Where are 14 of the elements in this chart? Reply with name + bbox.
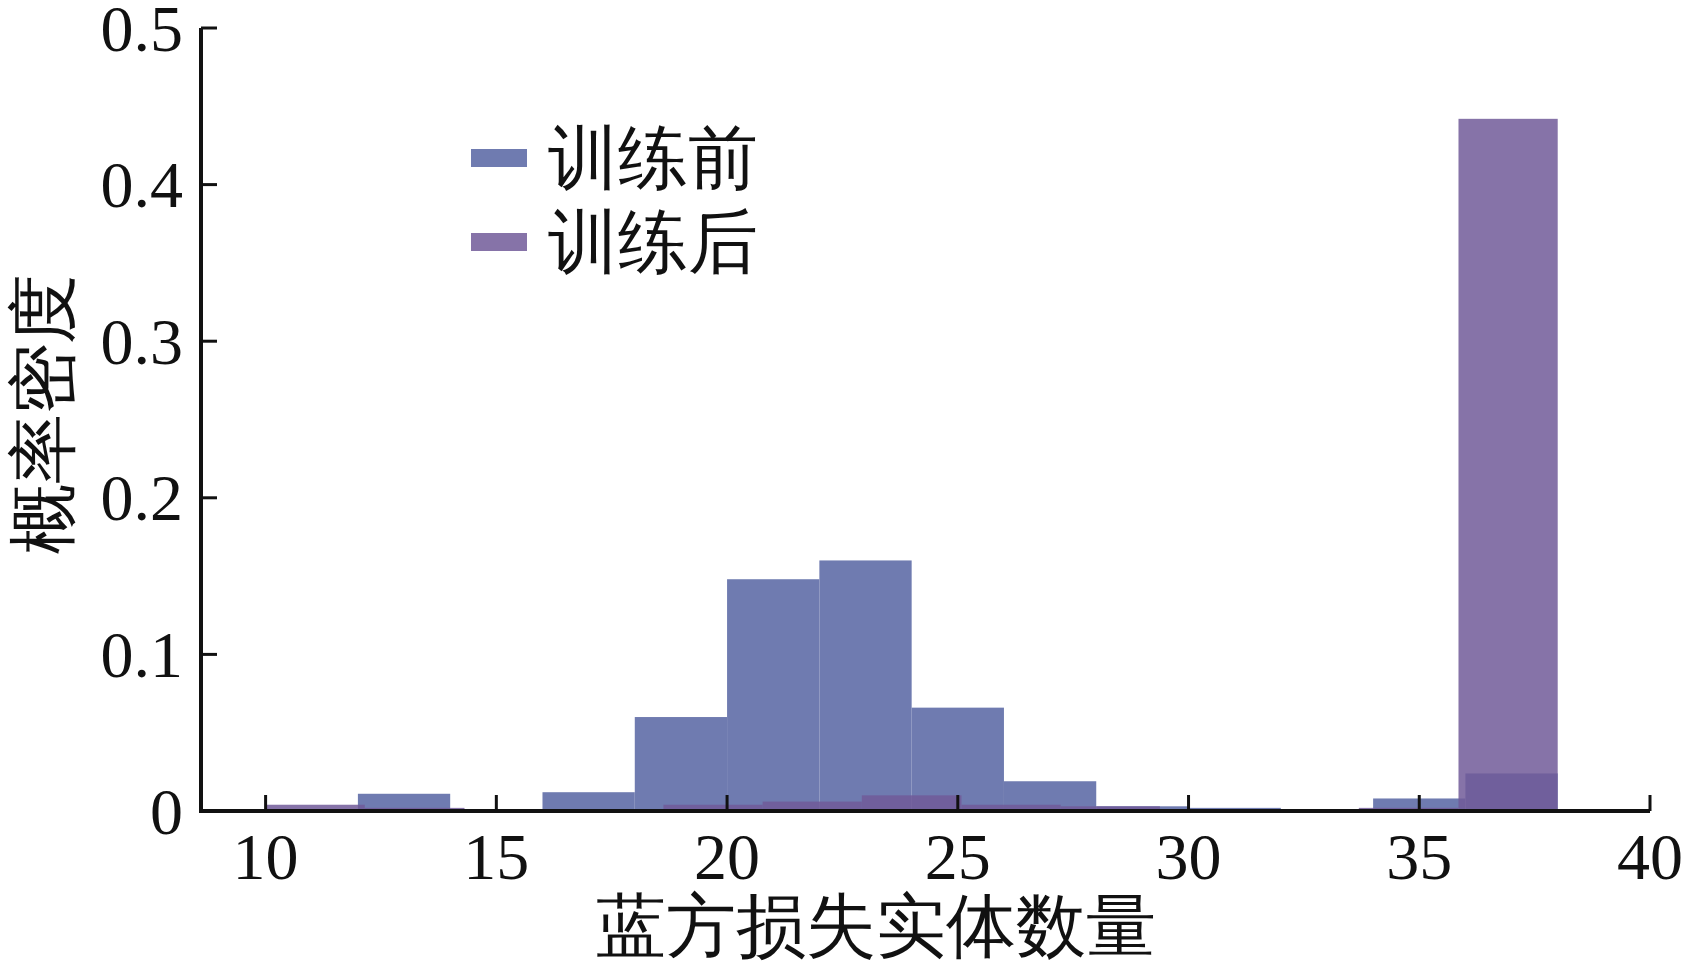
legend-label: 训练前 (548, 119, 758, 197)
x-tick-label: 35 (1386, 820, 1453, 893)
x-tick-label: 40 (1617, 820, 1683, 893)
y-tick-label: 0.3 (100, 304, 183, 378)
y-tick-label: 0.4 (100, 148, 183, 222)
x-tick-label: 10 (232, 820, 299, 893)
y-tick-label: 0.5 (100, 0, 183, 65)
y-axis-title: 概率密度 (4, 274, 82, 554)
y-tick-label: 0.1 (100, 617, 183, 691)
x-tick-label: 15 (463, 820, 530, 893)
legend-label: 训练后 (548, 203, 758, 281)
x-tick-label: 30 (1155, 820, 1222, 893)
y-tick-label: 0 (150, 774, 183, 848)
y-tick-label: 0.2 (100, 461, 183, 535)
